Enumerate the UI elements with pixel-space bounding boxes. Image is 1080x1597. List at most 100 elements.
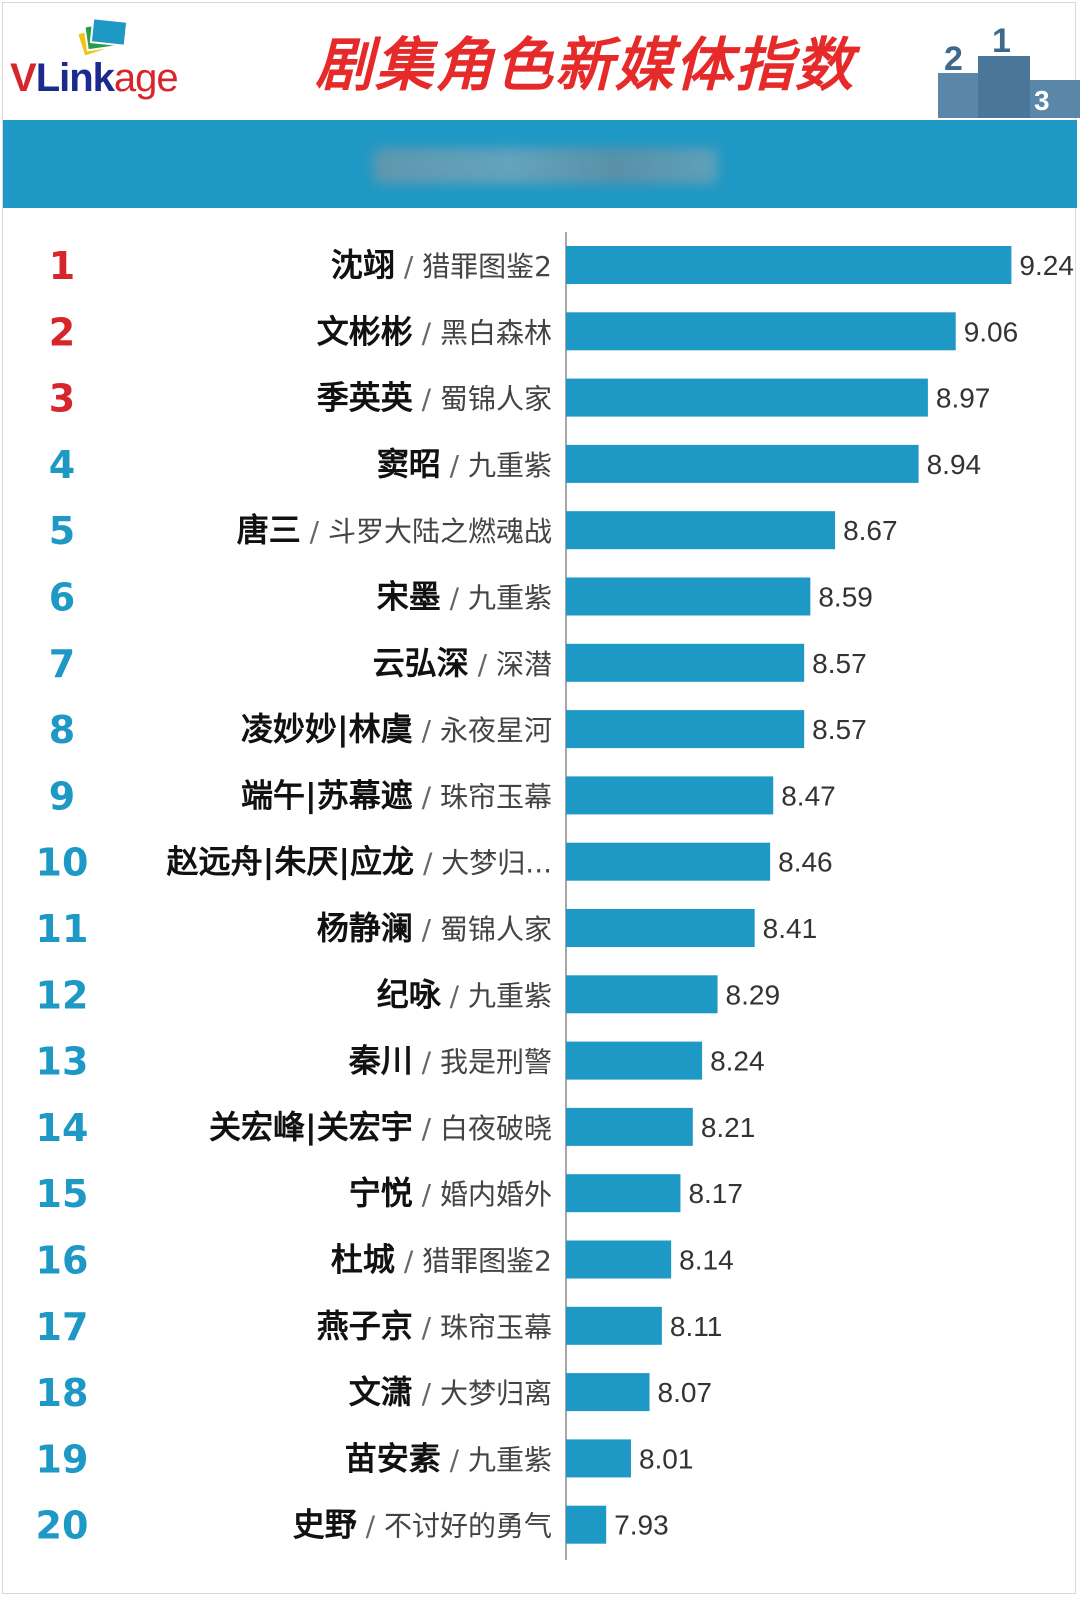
bar (566, 1373, 650, 1412)
bar (566, 444, 919, 483)
character-name: 文彬彬 (317, 312, 413, 350)
value-label: 8.57 (812, 714, 867, 745)
character-name: 窦昭 (377, 445, 441, 483)
show-name: 婚内婚外 (440, 1178, 552, 1211)
label-separator: / (413, 780, 440, 813)
value-label: 8.47 (781, 780, 836, 811)
label-separator: / (395, 250, 422, 283)
label-separator: / (357, 1510, 384, 1543)
label-separator: / (413, 316, 440, 349)
bar (566, 577, 811, 616)
label-separator: / (441, 979, 468, 1012)
rank-number: 3 (49, 377, 75, 421)
category-label: 杜城 / 猎罪图鉴2 (331, 1241, 552, 1279)
value-label: 8.41 (763, 913, 818, 944)
label-separator: / (441, 449, 468, 482)
rank-number: 7 (49, 642, 75, 686)
value-label: 8.59 (818, 582, 873, 613)
show-name: 大梦归离 (440, 1377, 552, 1410)
bar (566, 378, 928, 417)
character-name: 云弘深 (373, 644, 469, 682)
bar (566, 643, 805, 682)
show-name: 猎罪图鉴2 (422, 250, 552, 283)
value-label: 8.11 (670, 1311, 722, 1342)
page-title: 剧集角色新媒体指数 (315, 31, 856, 99)
label-separator: / (413, 913, 440, 946)
value-label: 7.93 (614, 1510, 669, 1541)
rank-number: 5 (49, 509, 75, 553)
value-label: 9.24 (1019, 250, 1074, 281)
bar (566, 776, 774, 815)
label-separator: / (469, 648, 496, 681)
bar (566, 1107, 693, 1146)
bar (566, 1174, 681, 1213)
character-name: 凌妙妙|林虞 (241, 710, 413, 749)
category-label: 云弘深 / 深潜 (373, 644, 552, 682)
label-separator: / (301, 515, 328, 548)
category-label: 秦川 / 我是刑警 (348, 1042, 552, 1080)
category-label: 文彬彬 / 黑白森林 (317, 312, 552, 350)
category-label: 杨静澜 / 蜀锦人家 (317, 909, 552, 947)
logo-text: VLinkage (10, 56, 179, 100)
rank-number: 13 (36, 1040, 89, 1084)
rank-number: 19 (36, 1437, 89, 1481)
show-name: 黑白森林 (440, 316, 552, 349)
value-label: 8.57 (812, 648, 867, 679)
label-separator: / (413, 714, 440, 747)
character-name: 纪咏 (377, 975, 442, 1013)
value-label: 8.24 (710, 1046, 765, 1077)
bar (566, 710, 805, 749)
svg-text:1: 1 (992, 22, 1011, 60)
rank-number: 16 (36, 1239, 89, 1283)
rank-number: 15 (36, 1172, 89, 1216)
value-label: 8.94 (927, 449, 982, 480)
value-label: 9.06 (964, 316, 1019, 347)
subtitle-banner (3, 120, 1077, 208)
category-label: 凌妙妙|林虞 / 永夜星河 (241, 710, 552, 749)
logo-cards-icon (75, 17, 129, 58)
show-name: 永夜星河 (440, 714, 552, 747)
bar (566, 1505, 607, 1544)
bar (566, 511, 836, 550)
category-label: 关宏峰|关宏宇 / 白夜破晓 (209, 1108, 552, 1147)
character-name: 文潇 (349, 1373, 413, 1411)
rank-number: 1 (49, 244, 75, 288)
rank-number: 18 (36, 1371, 89, 1415)
show-name: 白夜破晓 (440, 1112, 552, 1145)
value-label: 8.01 (639, 1443, 694, 1474)
category-label: 文潇 / 大梦归离 (349, 1373, 552, 1411)
bar (566, 1240, 672, 1279)
rank-number: 8 (49, 708, 75, 752)
show-name: 深潜 (496, 648, 552, 681)
category-label: 燕子京 / 珠帘玉幕 (317, 1307, 552, 1345)
value-label: 8.17 (688, 1178, 743, 1209)
bar (566, 1439, 631, 1478)
rank-number: 14 (36, 1106, 89, 1150)
label-separator: / (413, 1046, 440, 1079)
show-name: 九重紫 (468, 582, 552, 615)
category-label: 季英英 / 蜀锦人家 (317, 379, 552, 417)
svg-text:2: 2 (944, 40, 963, 78)
label-separator: / (395, 1245, 422, 1278)
label-separator: / (414, 847, 441, 880)
show-name: 珠帘玉幕 (440, 780, 552, 813)
category-label: 窦昭 / 九重紫 (377, 445, 552, 483)
category-label: 苗安素 / 九重紫 (345, 1439, 552, 1477)
character-name: 宋墨 (377, 578, 441, 616)
bar (566, 1306, 662, 1345)
bar (566, 975, 718, 1014)
show-name: 斗罗大陆之燃魂战 (328, 515, 552, 548)
category-label: 纪咏 / 九重紫 (377, 975, 552, 1013)
character-name: 赵远舟|朱厌|应龙 (167, 843, 414, 882)
bar (566, 1041, 703, 1080)
show-name: 蜀锦人家 (440, 383, 552, 416)
show-name: 珠帘玉幕 (440, 1311, 552, 1344)
show-name: 大梦归... (441, 847, 552, 880)
value-label: 8.46 (778, 847, 833, 878)
rank-number: 17 (36, 1305, 89, 1349)
character-name: 季英英 (317, 379, 414, 417)
character-name: 唐三 (237, 511, 301, 549)
value-label: 8.29 (726, 979, 781, 1010)
character-name: 端午|苏幕遮 (241, 776, 413, 815)
